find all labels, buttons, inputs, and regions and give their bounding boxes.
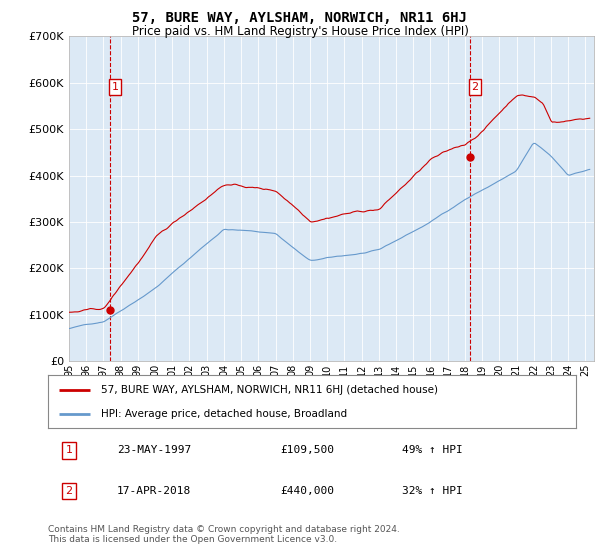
Text: 57, BURE WAY, AYLSHAM, NORWICH, NR11 6HJ: 57, BURE WAY, AYLSHAM, NORWICH, NR11 6HJ xyxy=(133,11,467,25)
Text: 17-APR-2018: 17-APR-2018 xyxy=(116,486,191,496)
Text: 32% ↑ HPI: 32% ↑ HPI xyxy=(402,486,463,496)
Text: 2: 2 xyxy=(472,82,479,92)
Text: Price paid vs. HM Land Registry's House Price Index (HPI): Price paid vs. HM Land Registry's House … xyxy=(131,25,469,38)
Text: 23-MAY-1997: 23-MAY-1997 xyxy=(116,445,191,455)
Text: £109,500: £109,500 xyxy=(280,445,334,455)
Text: £440,000: £440,000 xyxy=(280,486,334,496)
Text: HPI: Average price, detached house, Broadland: HPI: Average price, detached house, Broa… xyxy=(101,408,347,418)
Text: 1: 1 xyxy=(65,445,73,455)
Text: 2: 2 xyxy=(65,486,73,496)
Text: Contains HM Land Registry data © Crown copyright and database right 2024.
This d: Contains HM Land Registry data © Crown c… xyxy=(48,525,400,544)
Text: 49% ↑ HPI: 49% ↑ HPI xyxy=(402,445,463,455)
Text: 1: 1 xyxy=(112,82,119,92)
Text: 57, BURE WAY, AYLSHAM, NORWICH, NR11 6HJ (detached house): 57, BURE WAY, AYLSHAM, NORWICH, NR11 6HJ… xyxy=(101,385,438,395)
